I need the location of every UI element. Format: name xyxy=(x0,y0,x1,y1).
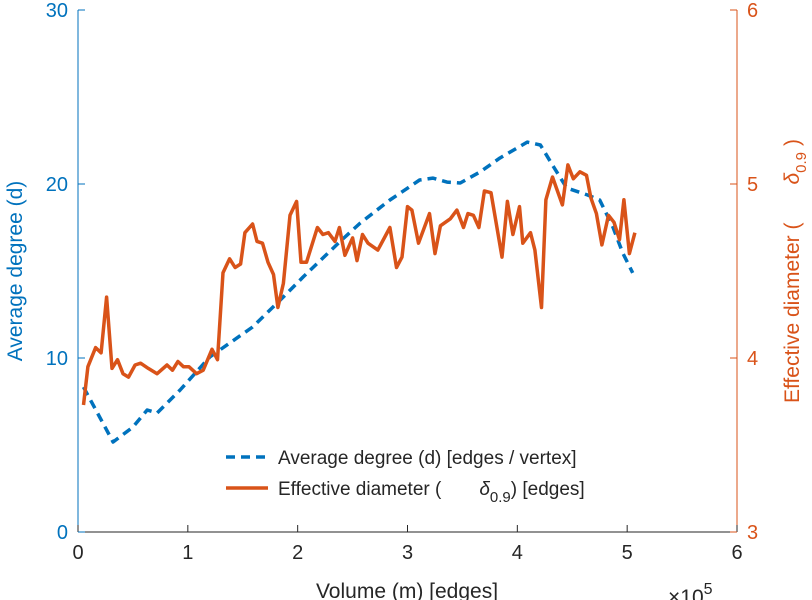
axes: 0 1 2 3 4 5 6 0 10 20 30 3 4 5 6 xyxy=(46,0,758,564)
right-y-axis-label: Effective diameter ( δ0.9) xyxy=(781,139,810,403)
x-tick-label: 1 xyxy=(182,542,193,564)
legend-box xyxy=(215,437,665,507)
series-lines xyxy=(81,140,637,444)
right-label-subscript: 0.9 xyxy=(793,152,810,173)
left-y-tick-label: 0 xyxy=(57,522,68,544)
legend-label-symbol: δ xyxy=(479,479,490,500)
right-label-symbol: δ xyxy=(781,173,804,185)
x-tick-label: 5 xyxy=(622,542,633,564)
x-axis-label: Volume (m) [edges] xyxy=(316,580,498,600)
legend-label-subscript: 0.9 xyxy=(490,489,511,506)
left-y-tick-label: 30 xyxy=(46,0,68,22)
x-tick-label: 2 xyxy=(292,542,303,564)
legend-label-average-degree: Average degree (d) [edges / vertex] xyxy=(278,448,577,469)
legend-label-suffix: ) [edges] xyxy=(511,479,585,500)
right-y-tick-label: 5 xyxy=(747,174,758,196)
x-tick-label: 6 xyxy=(731,542,742,564)
right-y-tick-label: 4 xyxy=(747,348,758,370)
series-line-effective-diameter xyxy=(81,163,637,406)
right-y-tick-label: 6 xyxy=(747,0,758,22)
right-label-prefix: Effective diameter ( xyxy=(781,223,804,404)
legend: Average degree (d) [edges / vertex] Effe… xyxy=(215,437,665,507)
left-y-tick-label: 10 xyxy=(46,348,68,370)
x-axis-multiplier: ×105 xyxy=(668,581,713,600)
x-tick-label: 0 xyxy=(72,542,83,564)
x-tick-label: 3 xyxy=(402,542,413,564)
legend-label-effective-diameter: Effective diameter ( δ0.9) [edges] xyxy=(278,479,585,506)
left-y-axis-label: Average degree (d) xyxy=(4,181,27,362)
left-y-tick-label: 20 xyxy=(46,174,68,196)
series-line-average-degree xyxy=(81,140,635,444)
x-multiplier-base: ×10 xyxy=(668,586,704,600)
right-y-tick-label: 3 xyxy=(747,522,758,544)
right-label-suffix: ) xyxy=(781,139,804,146)
x-multiplier-exponent: 5 xyxy=(704,581,713,598)
legend-label-prefix: Effective diameter ( xyxy=(278,479,442,500)
x-tick-label: 4 xyxy=(512,542,523,564)
